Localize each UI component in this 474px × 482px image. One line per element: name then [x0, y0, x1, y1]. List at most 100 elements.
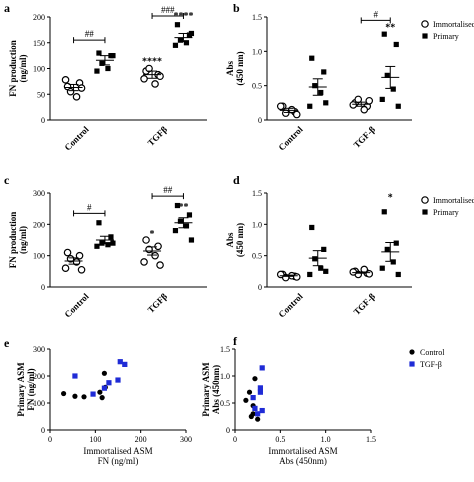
data-point — [259, 407, 265, 414]
y-axis-label: (ng/ml) — [18, 54, 28, 82]
data-point — [75, 251, 84, 260]
data-point — [97, 389, 103, 395]
panel-d: d 0 0.5 1.0 1.5 Abs (450 nm) Control TGF-β * — [225, 173, 412, 320]
x-category-label: TGF-β — [352, 124, 378, 150]
y-tick-label: 0.5 — [220, 399, 230, 408]
data-point — [252, 376, 258, 382]
data-point — [250, 395, 256, 401]
data-point — [393, 240, 399, 246]
data-point — [154, 242, 162, 251]
legend: Immortalised Primary — [421, 196, 474, 217]
data-point — [115, 377, 121, 383]
significance-marker: ** — [178, 202, 188, 213]
y-tick-label: 200 — [33, 372, 45, 381]
bracket-label: ## — [163, 185, 173, 195]
y-tick-label: 1.5 — [220, 345, 230, 354]
data-point — [61, 264, 70, 273]
panel-letter: a — [4, 1, 10, 15]
data-point — [323, 268, 329, 274]
data-point — [281, 109, 290, 117]
y-tick-label: 100 — [33, 252, 45, 261]
data-point — [309, 55, 315, 61]
x-category-label: TGF-β — [352, 291, 378, 317]
panel-letter: f — [233, 334, 238, 348]
y-tick-label: 1.0 — [252, 220, 262, 229]
y-tick-label: 1.5 — [252, 189, 262, 198]
data-point — [381, 209, 387, 215]
data-point — [307, 103, 313, 109]
data-point — [321, 246, 327, 252]
significance-marker: * — [150, 229, 155, 240]
y-axis-label: (ng/ml) — [18, 226, 28, 254]
legend-label: Primary — [433, 32, 459, 41]
data-point — [72, 93, 81, 101]
data-point — [257, 385, 263, 391]
x-tick-label: 1.5 — [366, 435, 376, 444]
y-axis-label: Primary ASM — [16, 362, 26, 417]
y-tick-label: 0.5 — [252, 252, 262, 261]
data-point — [94, 68, 100, 74]
x-tick-label: 1.0 — [321, 435, 331, 444]
y-tick-label: 200 — [33, 13, 45, 22]
y-axis-label: Abs (450nm) — [211, 365, 221, 414]
data-point — [61, 76, 70, 84]
data-point — [81, 394, 87, 400]
panel-letter: e — [4, 336, 10, 350]
data-point — [250, 411, 256, 417]
data-point — [292, 110, 301, 119]
bracket-label: # — [87, 202, 92, 212]
data-point — [257, 389, 263, 395]
legend-circle-icon — [421, 20, 429, 28]
x-tick-label: 0.5 — [275, 435, 285, 444]
data-point — [379, 96, 385, 102]
data-point — [360, 105, 369, 114]
data-point — [259, 365, 265, 371]
x-category-label: Control — [276, 291, 305, 320]
x-axis-label: Abs (450nm) — [279, 456, 327, 466]
x-axis-label: FN (ng/ml) — [98, 456, 139, 466]
data-point — [312, 256, 318, 262]
data-point — [94, 243, 100, 249]
data-point — [61, 390, 67, 397]
legend-square-icon — [422, 209, 428, 215]
data-point — [63, 248, 72, 257]
x-tick-label: 100 — [89, 435, 101, 444]
significance-marker: * — [388, 193, 393, 204]
data-point — [183, 40, 190, 46]
bracket-label: # — [374, 9, 379, 19]
y-tick-label: 300 — [33, 345, 45, 354]
data-point — [243, 397, 249, 403]
data-point — [381, 31, 387, 37]
x-tick-label: 0 — [48, 435, 52, 444]
x-category-label: Control — [276, 124, 305, 153]
data-point — [66, 87, 75, 96]
y-tick-label: 0.5 — [252, 82, 262, 91]
y-tick-label: 150 — [33, 39, 45, 48]
data-point — [390, 86, 396, 92]
data-point — [255, 411, 261, 417]
data-point — [379, 265, 385, 271]
data-point — [99, 240, 105, 246]
data-point — [318, 89, 324, 96]
bracket-label: ## — [85, 29, 95, 39]
data-point — [246, 389, 253, 395]
data-point — [172, 228, 179, 234]
data-point — [90, 391, 96, 397]
panel-b: b 0 0.5 1.0 1.5 Abs (450 nm) Control TGF-β ** # — [225, 1, 412, 153]
y-tick-label: 0 — [226, 426, 230, 435]
data-point — [142, 236, 150, 244]
y-tick-label: 100 — [33, 65, 45, 74]
data-point — [77, 265, 86, 274]
data-point — [172, 42, 179, 48]
y-tick-label: 0 — [258, 283, 262, 292]
data-point — [156, 261, 164, 269]
x-tick-label: 0 — [233, 435, 237, 444]
legend-label: TGF-β — [420, 360, 442, 369]
y-tick-label: 0 — [41, 283, 45, 292]
bracket-label: ### — [161, 5, 175, 15]
y-tick-label: 1.0 — [252, 47, 262, 56]
legend-label: Primary — [433, 208, 459, 217]
x-tick-label: 200 — [135, 435, 147, 444]
